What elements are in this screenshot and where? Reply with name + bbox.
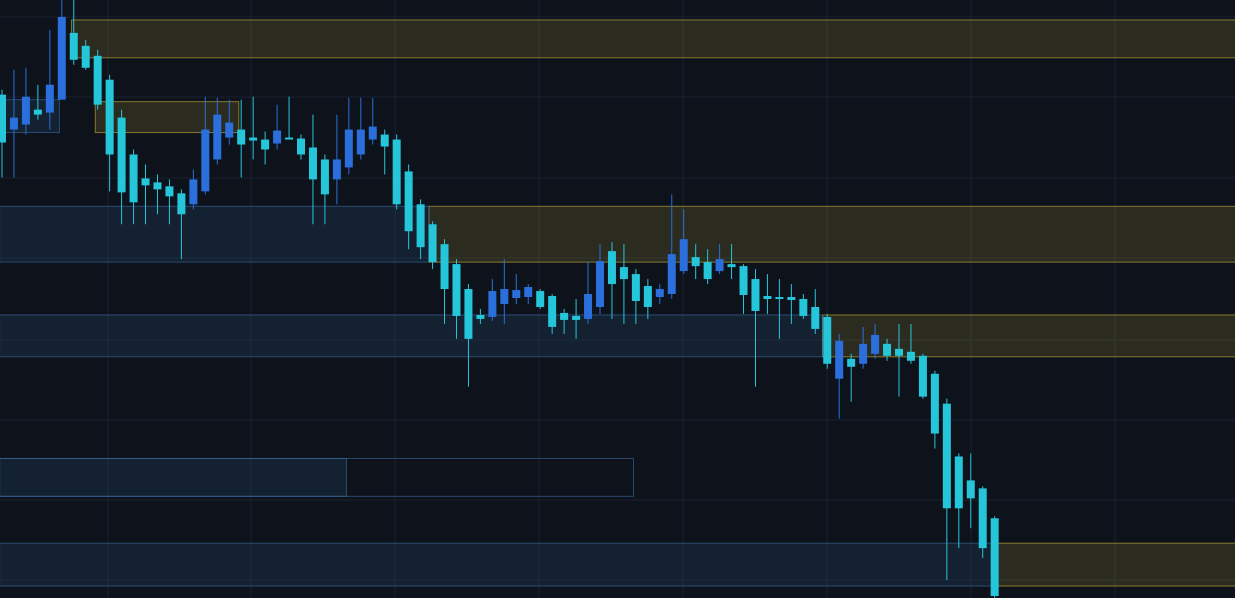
candle-body	[380, 134, 389, 147]
candle-body	[811, 306, 820, 329]
candle-body	[895, 348, 903, 356]
candle-body	[584, 294, 593, 319]
candle-body	[249, 137, 258, 141]
candle-body	[9, 117, 18, 130]
zone	[428, 205, 1235, 263]
candle-body	[428, 224, 437, 263]
candle-body	[297, 138, 305, 155]
candle-body	[918, 355, 927, 397]
candle-body	[787, 297, 796, 300]
candle-body	[966, 480, 975, 499]
candle-body	[906, 351, 915, 361]
candle-body	[847, 358, 856, 367]
candle-body	[859, 343, 868, 364]
candle-body	[356, 129, 365, 155]
candle-body	[619, 267, 628, 280]
candle-body	[105, 79, 114, 155]
candle-body	[607, 251, 616, 285]
candle-body	[751, 279, 760, 311]
candle-body	[177, 193, 186, 215]
candle-body	[990, 518, 999, 597]
candle-body	[344, 129, 353, 168]
candle-body	[45, 84, 54, 113]
candle-body	[452, 264, 461, 316]
zone	[0, 457, 634, 497]
candle-body	[703, 262, 712, 280]
candle-body	[500, 289, 509, 304]
candle-body	[978, 488, 987, 549]
candle-body	[33, 109, 42, 115]
candle-body	[21, 96, 30, 125]
candle-body	[488, 291, 497, 317]
candle-body	[512, 290, 521, 299]
candle-body	[81, 45, 90, 68]
candle-body	[464, 289, 473, 339]
candle-body	[727, 264, 736, 268]
candle-body	[404, 171, 413, 232]
candle-body	[823, 316, 832, 364]
candle-body	[57, 16, 66, 100]
candle-body	[799, 299, 808, 316]
candle-body	[165, 186, 174, 197]
candle-body	[775, 297, 784, 299]
candle-body	[691, 257, 700, 267]
candle-body	[524, 287, 533, 298]
candle-body	[201, 129, 210, 192]
candle-body	[930, 373, 939, 434]
zone	[0, 205, 430, 263]
zone	[0, 314, 823, 358]
zone	[996, 542, 1235, 587]
candle-body	[440, 244, 449, 290]
candle-body	[679, 239, 688, 272]
candle-body	[643, 286, 652, 307]
candle-body	[835, 340, 844, 379]
candle-body	[237, 129, 246, 145]
candle-body	[0, 94, 6, 143]
candle-body	[308, 147, 317, 180]
candle-body	[129, 154, 138, 203]
candle-body	[596, 261, 604, 307]
candle-body	[548, 296, 557, 327]
candle-body	[536, 291, 545, 307]
candle-body	[416, 204, 425, 248]
candle-body	[631, 274, 640, 301]
candle-body	[332, 159, 341, 180]
candle-body	[476, 314, 485, 319]
candle-body	[739, 266, 748, 296]
candle-body	[273, 130, 282, 144]
candle-body	[320, 159, 329, 195]
candle-body	[141, 178, 150, 186]
candle-body	[93, 55, 102, 105]
candle-body	[560, 312, 569, 320]
candle-body	[392, 139, 401, 205]
candle-body	[225, 122, 234, 138]
candle-body	[261, 139, 270, 150]
candle-body	[942, 403, 951, 509]
zone	[70, 19, 1235, 59]
candle-body	[763, 296, 772, 299]
candle-body	[667, 254, 676, 295]
candle-body	[572, 315, 581, 320]
zone	[0, 457, 347, 497]
candle-body	[189, 179, 198, 205]
candle-body	[368, 126, 377, 140]
candle-body	[954, 456, 963, 509]
zone	[0, 542, 998, 587]
candle-body	[117, 117, 126, 193]
candle-body	[213, 114, 222, 160]
candle-body	[69, 32, 78, 60]
candle-body	[883, 343, 892, 356]
candle-body	[655, 289, 664, 298]
zone	[821, 314, 1235, 358]
candle-body	[871, 334, 880, 354]
candle-body	[715, 259, 724, 272]
candle-body	[153, 182, 162, 190]
candle-body	[285, 137, 294, 140]
